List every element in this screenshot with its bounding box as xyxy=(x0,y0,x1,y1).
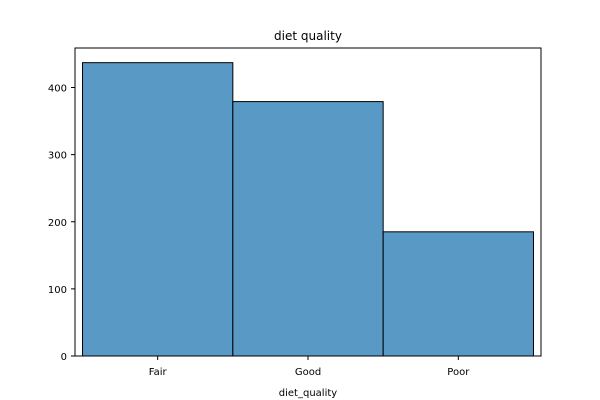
x-tick-label: Fair xyxy=(149,367,168,378)
bar-poor xyxy=(382,231,534,357)
x-tick-label: Good xyxy=(295,367,321,378)
bar-fair xyxy=(82,62,234,357)
bars-layer xyxy=(82,62,534,357)
y-tick-label: 100 xyxy=(48,285,67,296)
x-tick-label: Poor xyxy=(447,367,470,378)
y-tick-label: 200 xyxy=(48,218,67,229)
y-tick-label: 0 xyxy=(61,352,67,363)
y-tick-label: 400 xyxy=(48,84,67,95)
x-axis-title: diet_quality xyxy=(279,388,337,399)
y-tick-label: 300 xyxy=(48,151,67,162)
bar-good xyxy=(232,101,384,357)
ticks-layer: Fair Good Poor 0 100 200 300 400 xyxy=(48,84,470,378)
chart-title: diet quality xyxy=(274,29,342,43)
